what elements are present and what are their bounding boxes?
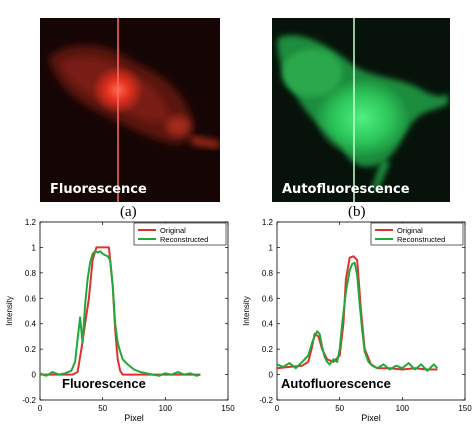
panel-annotation: Autofluorescence (281, 376, 391, 391)
x-axis-label: Pixel (124, 413, 144, 423)
fluorescence-label: Fluorescence (50, 182, 147, 197)
x-axis-label: Pixel (361, 413, 381, 423)
legend-box (133, 222, 227, 246)
series-line-original (276, 255, 438, 371)
x-tick-label: 0 (275, 404, 280, 413)
y-tick-label: 0.6 (25, 294, 37, 303)
y-tick-label: 0.8 (262, 269, 274, 278)
subfigure-letter-a: (a) (120, 204, 137, 220)
fluorescence-image-panel: Fluorescence (40, 18, 220, 202)
y-tick-label: 0.6 (262, 294, 274, 303)
x-tick-label: 150 (458, 404, 472, 413)
autofluorescence-image-panel: Autofluorescence (272, 18, 450, 202)
legend-entry: Original (397, 226, 423, 235)
x-tick-label: 150 (221, 404, 235, 413)
y-tick-label: -0.2 (259, 396, 273, 405)
subfigure-letter-b: (b) (348, 204, 366, 220)
x-tick-label: 100 (159, 404, 173, 413)
legend-entry: Original (160, 226, 186, 235)
series-line-reconstructed (276, 261, 439, 372)
x-tick-label: 0 (38, 404, 43, 413)
y-tick-label: 1 (32, 243, 37, 252)
plot-area (39, 221, 229, 401)
y-tick-label: 0.4 (262, 320, 274, 329)
y-tick-label: 0.2 (25, 345, 37, 354)
legend-box (370, 222, 464, 246)
y-axis-label: Intensity (242, 296, 251, 326)
autofluorescence-profile-chart: -0.200.20.40.60.811.20 50 100 150PixelInten… (242, 218, 472, 423)
autofluorescence-label: Autofluorescence (282, 182, 410, 197)
fluorescence-image (40, 18, 220, 202)
y-tick-label: 1.2 (262, 218, 274, 227)
y-tick-label: 0.8 (25, 269, 37, 278)
fluorescence-profile-chart: -0.200.20.40.60.811.20 50 100 150PixelInten… (5, 218, 235, 423)
y-axis-label: Intensity (5, 296, 14, 326)
panel-annotation: Fluorescence (62, 376, 146, 391)
y-tick-label: 1.2 (25, 218, 37, 227)
plot-area (276, 221, 466, 401)
x-tick-label: 50 (335, 404, 344, 413)
y-tick-label: 0.4 (25, 320, 37, 329)
y-tick-label: -0.2 (22, 396, 36, 405)
legend-entry: Reconstructed (160, 235, 208, 244)
x-tick-label: 50 (98, 404, 107, 413)
y-tick-label: 1 (269, 243, 274, 252)
x-tick-label: 100 (396, 404, 410, 413)
autofluorescence-image (272, 18, 450, 202)
y-tick-label: 0.2 (262, 345, 274, 354)
series-line-reconstructed (39, 250, 201, 377)
legend-entry: Reconstructed (397, 235, 445, 244)
y-tick-label: 0 (32, 371, 37, 380)
y-tick-label: 0 (269, 371, 274, 380)
